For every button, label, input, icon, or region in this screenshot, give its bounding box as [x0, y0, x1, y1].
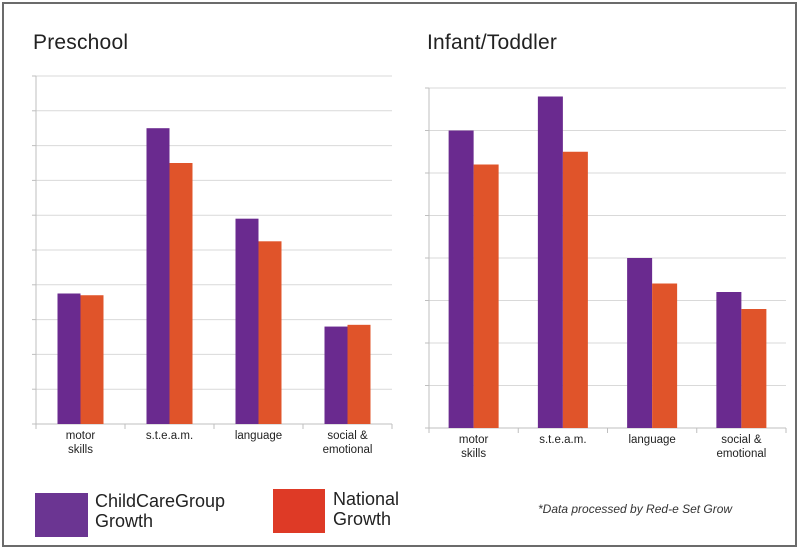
bar-national-1: [169, 163, 193, 424]
bar-national-3: [347, 324, 371, 424]
data-source-footnote: *Data processed by Red-e Set Grow: [538, 502, 733, 516]
legend-national-line2: Growth: [333, 509, 392, 529]
bar-childcare-0: [57, 293, 81, 424]
bar-childcare-0: [448, 130, 474, 428]
x-tick-label: skills: [461, 448, 486, 460]
legend-swatch-childcare: [35, 493, 88, 537]
x-tick-label: s.t.e.a.m.: [146, 430, 193, 442]
x-tick-label: skills: [68, 444, 93, 456]
bar-childcare-1: [537, 96, 563, 428]
bar-national-0: [473, 164, 499, 428]
chart-title-preschool: Preschool: [33, 31, 129, 54]
x-tick-label: motor: [459, 434, 489, 446]
bar-national-2: [652, 283, 678, 428]
x-tick-label: motor: [66, 430, 96, 442]
legend-label-childcare: ChildCareGroup Growth: [95, 491, 225, 531]
bar-national-3: [741, 309, 767, 428]
bar-childcare-1: [146, 128, 170, 424]
bar-childcare-2: [627, 258, 653, 428]
legend-swatch-national: [273, 489, 325, 533]
bar-national-2: [258, 241, 282, 424]
x-tick-label: emotional: [716, 448, 766, 460]
x-tick-label: emotional: [323, 444, 373, 456]
x-tick-label: language: [235, 430, 282, 442]
bar-childcare-3: [324, 326, 348, 424]
bar-national-1: [562, 151, 588, 428]
bar-childcare-3: [716, 292, 742, 428]
legend-national-line1: National: [333, 489, 400, 509]
chart-title-infant-toddler: Infant/Toddler: [427, 31, 558, 54]
x-tick-label: social &: [327, 430, 368, 442]
legend-childcare-line1: ChildCareGroup: [95, 491, 226, 511]
x-tick-label: s.t.e.a.m.: [539, 434, 586, 446]
bar-national-0: [80, 295, 104, 424]
x-tick-label: language: [628, 434, 675, 446]
legend-childcare-line2: Growth: [95, 511, 154, 531]
legend-label-national: National Growth: [333, 489, 399, 529]
figure-frame: [2, 2, 797, 547]
x-tick-label: social &: [721, 434, 762, 446]
bar-childcare-2: [235, 218, 259, 424]
